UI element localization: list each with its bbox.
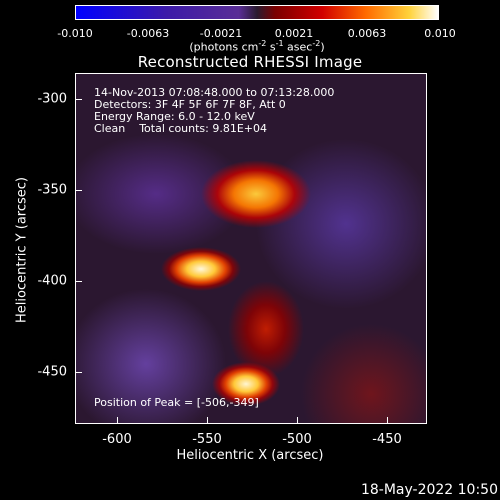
clean-counts-text: Clean Total counts: 9.81E+04 [94, 122, 268, 135]
energy-range-text: Energy Range: 6.0 - 12.0 keV [94, 110, 255, 123]
colorbar-unit-label: (photons cm-2 s-1 asec-2) [189, 39, 325, 54]
x-tick-label: -450 [372, 432, 402, 447]
image-title: Reconstructed RHESSI Image [137, 53, 363, 71]
y-axis-label: Heliocentric Y (arcsec) [14, 177, 30, 323]
y-tick-mark [75, 372, 82, 373]
x-tick-mark [117, 417, 118, 424]
y-tick-label: -400 [37, 273, 67, 289]
y-tick-label: -300 [37, 91, 67, 107]
y-tick-mark [75, 190, 82, 191]
colorbar-tick: 0.0063 [347, 27, 387, 40]
x-tick-label: -600 [102, 432, 132, 447]
colorbar-tick: -0.0021 [199, 27, 243, 40]
colorbar-tick: -0.0063 [126, 27, 170, 40]
colorbar-tick: 0.010 [424, 27, 456, 40]
y-tick-mark [75, 281, 82, 282]
timestamp-footer: 18-May-2022 10:50 [360, 482, 498, 498]
y-tick-mark [75, 99, 82, 100]
y-tick-label: -350 [37, 182, 67, 198]
rhessi-image-plot [75, 73, 427, 424]
peak-position-text: Position of Peak = [-506,-349] [94, 396, 259, 409]
x-tick-mark [297, 417, 298, 424]
time-range-text: 14-Nov-2013 07:08:48.000 to 07:13:28.000 [94, 86, 335, 99]
x-tick-label: -500 [282, 432, 312, 447]
colorbar-tick: -0.010 [57, 27, 93, 40]
x-axis-label: Heliocentric X (arcsec) [176, 448, 324, 463]
colorbar [75, 5, 439, 20]
x-tick-mark [207, 417, 208, 424]
detectors-text: Detectors: 3F 4F 5F 6F 7F 8F, Att 0 [94, 98, 286, 111]
colorbar-tick: 0.0021 [274, 27, 314, 40]
y-tick-label: -450 [37, 364, 67, 380]
x-tick-mark [387, 417, 388, 424]
x-tick-label: -550 [192, 432, 222, 447]
